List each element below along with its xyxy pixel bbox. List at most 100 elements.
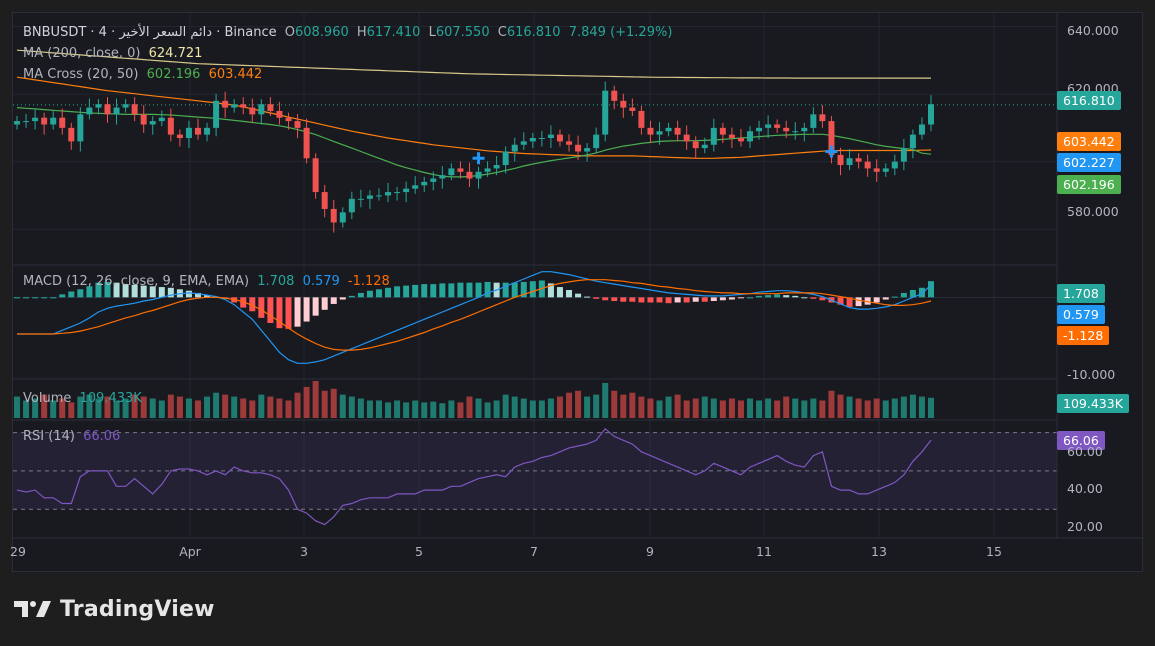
macd-hist-bar-42	[394, 286, 401, 298]
macd-hist-bar-55	[511, 282, 518, 298]
chart-canvas[interactable]	[13, 13, 1144, 573]
candle-body-38	[357, 198, 364, 200]
volume-bar-43	[403, 402, 410, 418]
macd-tick-bottom: -10.000	[1067, 367, 1116, 382]
volume-bar-31	[294, 392, 301, 418]
price-pane[interactable]	[13, 49, 1057, 233]
volume-bar-50	[466, 396, 473, 418]
candle-body-82	[756, 127, 763, 132]
rsi-tick-40: 40.00	[1067, 481, 1103, 496]
macd-hist-bar-4	[50, 297, 57, 299]
candle-body-78	[719, 127, 726, 135]
macd-hist-badge: 1.708	[1057, 284, 1105, 303]
macd-hist-bar-74	[683, 297, 690, 303]
macd-hist-bar-12	[122, 284, 129, 298]
candle-body-1	[23, 121, 30, 123]
candle-body-41	[385, 192, 392, 196]
volume-pane[interactable]	[14, 381, 934, 418]
volume-bar-24	[231, 396, 238, 418]
volume-bar-46	[430, 401, 437, 418]
volume-bar-92	[846, 396, 853, 418]
candle-body-14	[140, 114, 147, 125]
candle-body-19	[185, 127, 192, 138]
macd-hist-bar-46	[430, 284, 437, 298]
macd-hist-bar-79	[728, 297, 735, 300]
macd-hist-bar-67	[620, 297, 627, 302]
volume-bar-82	[756, 400, 763, 418]
volume-bar-20	[194, 400, 201, 418]
x-label-15: 15	[986, 544, 1002, 559]
macd-pane[interactable]	[14, 271, 934, 364]
rsi-line	[16, 427, 932, 526]
macd-hist-bar-94	[864, 297, 871, 305]
ma20-line	[16, 107, 932, 178]
macross-value-2: 603.442	[208, 67, 263, 82]
macd-hist-bar-16	[158, 287, 165, 298]
candle-body-12	[122, 104, 129, 108]
macd-hist-bar-20	[194, 292, 201, 298]
macd-hist-bar-91	[837, 297, 844, 305]
macd-hist-bar-28	[267, 297, 274, 323]
macd-hist-bar-29	[276, 297, 283, 329]
ma200-legend[interactable]: MA (200, close, 0) 624.721	[23, 46, 206, 61]
macd-hist-bar-93	[855, 297, 862, 307]
volume-bar-34	[321, 390, 328, 418]
volume-bar-57	[529, 400, 536, 418]
rsi-pane[interactable]	[13, 427, 1057, 526]
candle-body-91	[837, 154, 844, 166]
tradingview-brand[interactable]: TradingView	[14, 594, 215, 624]
x-label-9: 9	[646, 544, 654, 559]
volume-bar-64	[593, 394, 600, 418]
candle-body-100	[918, 124, 925, 135]
macd-hist-bar-31	[294, 297, 301, 327]
ma20-badge: 602.196	[1057, 175, 1121, 194]
macd-hist-bar-98	[900, 292, 907, 298]
volume-legend[interactable]: Volume 109.433K	[23, 391, 146, 406]
candle-body-47	[439, 175, 446, 179]
ma50-line	[16, 76, 932, 159]
macd-hist-bar-27	[258, 297, 265, 318]
volume-bar-101	[928, 397, 934, 418]
candle-body-44	[412, 185, 419, 189]
volume-bar-9	[95, 398, 102, 418]
volume-bar-4	[50, 400, 57, 418]
volume-bar-60	[556, 396, 563, 418]
volume-bar-100	[918, 396, 925, 418]
candle-body-43	[403, 188, 410, 193]
volume-bar-44	[412, 400, 419, 418]
ma200-value: 624.721	[148, 46, 203, 61]
macd-hist-bar-83	[765, 295, 772, 298]
volume-bar-38	[357, 398, 364, 418]
macd-hist-bar-72	[665, 297, 672, 304]
macd-hist-bar-43	[403, 285, 410, 298]
macd-hist-bar-70	[647, 297, 654, 303]
macd-hist-bar-57	[529, 281, 536, 298]
volume-bar-23	[222, 394, 229, 418]
open-value: 608.960	[294, 25, 349, 40]
candle-body-69	[638, 110, 645, 128]
candle-body-30	[285, 117, 292, 122]
candle-body-59	[547, 134, 554, 138]
volume-bar-79	[728, 398, 735, 418]
macd-hist-bar-85	[783, 295, 790, 298]
volume-bar-91	[837, 394, 844, 418]
volume-bar-29	[276, 398, 283, 418]
volume-bar-77	[710, 398, 717, 418]
symbol-legend[interactable]: BNBUSDT · 4 · دائم السعر الأخير · Binanc…	[23, 25, 676, 40]
candle-body-35	[330, 208, 337, 223]
macd-value-2: 0.579	[302, 274, 340, 289]
macd-hist-bar-54	[502, 282, 509, 298]
x-label-5: 5	[415, 544, 423, 559]
ma200-line	[16, 49, 931, 79]
macross-legend[interactable]: MA Cross (20, 50) 602.196 603.442	[23, 67, 266, 82]
symbol-title: BNBUSDT · 4 · دائم السعر الأخير · Binanc…	[23, 25, 277, 40]
candle-body-68	[629, 107, 636, 111]
candle-body-45	[421, 181, 428, 186]
macd-legend[interactable]: MACD (12, 26, close, 9, EMA, EMA) 1.708 …	[23, 274, 394, 289]
macd-hist-bar-97	[891, 296, 898, 298]
macd-value-1: 1.708	[257, 274, 295, 289]
volume-bar-89	[819, 400, 826, 418]
macd-value-3: -1.128	[347, 274, 390, 289]
candle-body-63	[584, 148, 591, 152]
rsi-legend[interactable]: RSI (14) 66.06	[23, 429, 124, 444]
